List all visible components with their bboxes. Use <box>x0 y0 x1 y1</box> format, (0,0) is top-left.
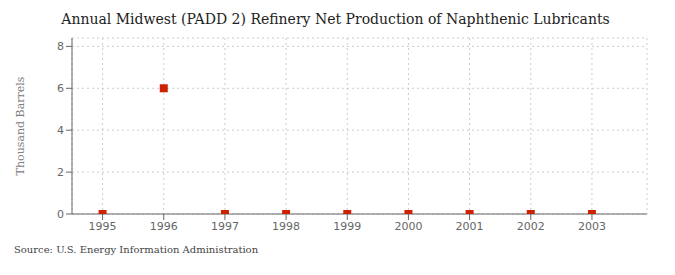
svg-text:4: 4 <box>57 124 64 137</box>
svg-text:2001: 2001 <box>456 220 484 233</box>
html-text:Source: U.S. Energy Informatio: Source: U.S. Energy Information Administ… <box>14 244 259 255</box>
svg-text:8: 8 <box>57 40 64 53</box>
svg-text:0: 0 <box>57 208 64 221</box>
svg-text:1999: 1999 <box>333 220 361 233</box>
svg-text:2000: 2000 <box>394 220 422 233</box>
svg-text:2: 2 <box>57 166 64 179</box>
html-text:Annual Midwest (PADD 2) Refine: Annual Midwest (PADD 2) Refinery Net Pro… <box>61 11 610 27</box>
svg-text:1995: 1995 <box>89 220 117 233</box>
svg-text:Thousand Barrels: Thousand Barrels <box>14 76 27 175</box>
svg-text:1996: 1996 <box>150 220 178 233</box>
svg-text:6: 6 <box>57 82 64 95</box>
svg-text:1997: 1997 <box>211 220 239 233</box>
svg-text:2003: 2003 <box>578 220 606 233</box>
svg-text:1998: 1998 <box>272 220 300 233</box>
svg-text:2002: 2002 <box>517 220 545 233</box>
